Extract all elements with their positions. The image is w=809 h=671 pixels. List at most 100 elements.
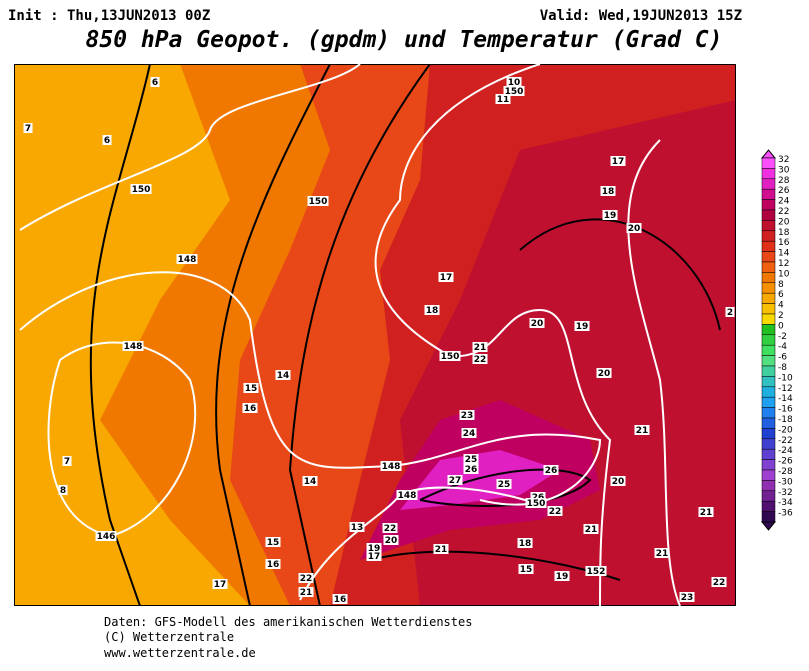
label-box [626,223,642,233]
legend-label: 16 [778,238,790,248]
label-box [349,522,365,532]
legend-label: -18 [778,415,793,425]
label-box [463,464,479,474]
legend-label: 30 [778,165,790,175]
map-title: 850 hPa Geopot. (gpdm) und Temperatur (G… [86,27,723,53]
legend-label: -32 [778,488,793,498]
legend-swatch [761,480,776,492]
legend-cap [760,149,777,159]
temperature-label: 20 [385,536,398,546]
legend-label: -12 [778,384,793,394]
label-box [610,156,626,166]
temperature-label: 19 [604,211,617,221]
temperature-label: 26 [545,466,558,476]
temperature-label: 16 [334,595,347,605]
temperature-label: 22 [300,574,313,584]
temperature-label: 21 [636,426,649,436]
legend-label: -24 [778,446,793,456]
label-box [698,507,714,517]
label-box [711,577,727,587]
geopotential-label: 148 [398,491,417,501]
legend-label: -4 [778,342,787,352]
label-box [122,341,144,351]
label-box [212,579,228,589]
legend-label: 0 [778,321,784,331]
legend-swatch [761,355,776,367]
legend-swatch [761,209,776,221]
valid-time: Valid: Wed,19JUN2013 15Z [540,8,742,24]
init-time: Init : Thu,13JUN2013 00Z [8,8,210,24]
legend-swatch [761,303,776,315]
legend-swatch [761,428,776,440]
legend-label: -26 [778,457,793,467]
label-box [298,573,314,583]
temperature-label: 22 [384,524,397,534]
label-box [472,354,488,364]
label-box [102,135,112,145]
temperature-label: 27 [449,476,462,486]
footer-source: Daten: GFS-Modell des amerikanischen Wet… [104,615,472,629]
temperature-label: 8 [60,486,66,496]
temperature-label: 21 [435,545,448,555]
temperature-label: 7 [64,457,70,467]
temperature-label: 18 [602,187,615,197]
temperature-label: 21 [656,549,669,559]
legend-label: -16 [778,405,793,415]
temperature-label: 19 [576,322,589,332]
legend-label: -30 [778,477,793,487]
legend-swatch [761,396,776,408]
temperature-label: 21 [585,525,598,535]
temperature-label: 17 [440,273,453,283]
label-box [547,506,563,516]
label-box [654,548,670,558]
temperature-label: 13 [351,523,364,533]
temperature-label: 14 [277,371,290,381]
label-box [439,351,461,361]
legend-swatch [761,448,776,460]
temperature-label: 11 [497,95,510,105]
label-box [600,186,616,196]
label-box [529,318,545,328]
legend-label: 24 [778,197,790,207]
temperature-label: 14 [304,477,317,487]
label-box [610,476,626,486]
label-box [307,196,329,206]
map-area: 6 7 6 7 8 11 10 17 18 19 20 17 18 20 19 21 22 20 2 14 15 16 23… [14,64,736,606]
temperature-label: 18 [519,539,532,549]
legend-label: -34 [778,498,793,508]
legend-label: 14 [778,249,790,259]
legend-swatch [761,365,776,377]
legend-swatch [761,230,776,242]
legend-swatch [761,376,776,388]
geopotential-label: 148 [124,342,143,352]
legend-swatch [761,511,776,523]
geopotential-label: 146 [97,532,116,542]
temperature-label: 17 [612,157,625,167]
temperature-label: 20 [612,477,625,487]
label-box [543,465,559,475]
label-box [461,428,477,438]
legend-swatch [761,178,776,190]
legend-label: 32 [778,155,789,165]
temperature-label: 21 [700,508,713,518]
label-box [583,524,599,534]
label-box [554,571,570,581]
legend-swatch [761,282,776,294]
temperature-label: 21 [474,343,487,353]
label-box [518,564,534,574]
label-box [574,321,590,331]
temperature-label: 2 [727,308,733,318]
label-box [382,523,398,533]
geopotential-label: 150 [527,499,546,509]
legend-label: -10 [778,373,793,383]
legend-label: 10 [778,269,790,279]
legend-swatch [761,272,776,284]
label-box [176,254,198,264]
color-legend: 32302826242220181614121086420-2-4-6-8-10… [760,149,793,531]
label-box [150,77,160,87]
temperature-label: 22 [713,578,726,588]
label-box [366,551,382,561]
temperature-label: 23 [681,593,694,603]
legend-swatch [761,407,776,419]
temperature-label: 15 [520,565,533,575]
